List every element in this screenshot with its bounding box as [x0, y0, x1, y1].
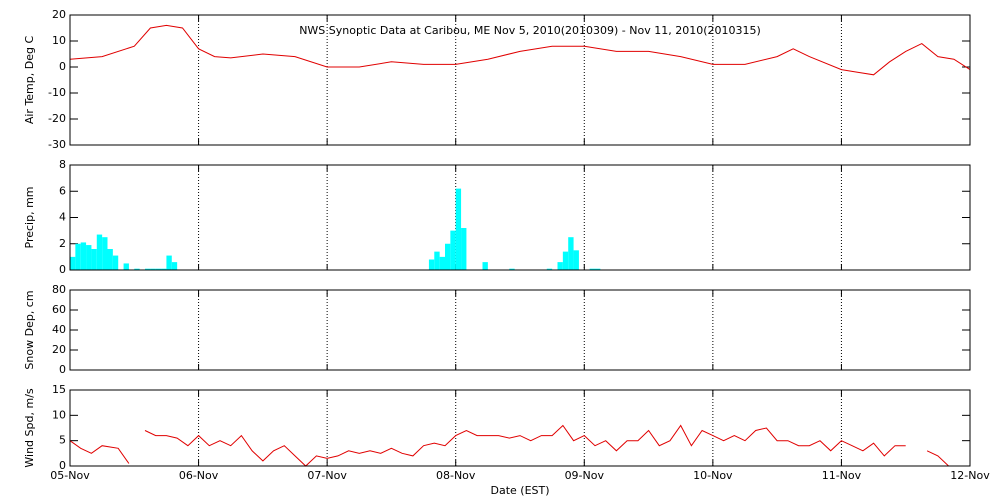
y-tick-label: -30: [48, 138, 66, 151]
bar: [161, 268, 167, 270]
bar: [461, 228, 467, 270]
y-tick-label: 60: [52, 303, 66, 316]
bar: [482, 262, 488, 270]
bar: [562, 251, 569, 270]
y-tick-label: 8: [59, 158, 66, 171]
y-axis-label: Snow Dep, cm: [23, 290, 36, 369]
x-tick-label: 06-Nov: [179, 469, 219, 482]
bar: [155, 268, 162, 270]
y-tick-label: 5: [59, 434, 66, 447]
chart-title: NWS Synoptic Data at Caribou, ME Nov 5, …: [299, 24, 761, 37]
bar: [80, 242, 87, 270]
bar: [112, 255, 119, 270]
bar: [150, 268, 156, 270]
bar: [439, 256, 445, 270]
bar: [102, 237, 108, 270]
y-tick-label: 15: [52, 383, 66, 396]
bar: [509, 268, 515, 270]
bar: [86, 245, 92, 270]
bar: [123, 263, 129, 270]
bar: [557, 262, 563, 270]
bar: [428, 259, 435, 270]
x-tick-label: 07-Nov: [307, 469, 347, 482]
plot-frame: [69, 289, 971, 371]
bar: [589, 268, 595, 270]
y-tick-label: 0: [59, 459, 66, 472]
y-tick-label: 0: [59, 363, 66, 376]
bar: [595, 268, 601, 270]
y-tick-label: -20: [48, 112, 66, 125]
bar: [434, 251, 440, 270]
bar: [75, 243, 81, 270]
bar: [450, 230, 456, 270]
y-tick-label: 2: [59, 237, 66, 250]
bar: [145, 268, 151, 270]
y-tick-label: 20: [52, 343, 66, 356]
y-axis-label: Wind Spd, m/s: [23, 388, 36, 468]
y-tick-label: -10: [48, 86, 66, 99]
y-tick-label: 6: [59, 184, 66, 197]
x-tick-label: 05-Nov: [50, 469, 90, 482]
y-axis-label: Air Temp, Deg C: [23, 36, 36, 125]
x-axis-label: Date (EST): [490, 484, 549, 497]
bar: [134, 268, 140, 270]
y-tick-label: 20: [52, 8, 66, 21]
y-axis-label: Precip, mm: [23, 187, 36, 249]
y-tick-label: 0: [59, 263, 66, 276]
y-tick-label: 4: [59, 211, 66, 224]
bar: [568, 237, 574, 270]
bar: [166, 255, 172, 270]
x-tick-label: 11-Nov: [822, 469, 862, 482]
bar: [573, 250, 579, 270]
bar: [96, 234, 103, 270]
bar: [107, 249, 113, 270]
x-tick-label: 08-Nov: [436, 469, 476, 482]
x-tick-label: 12-Nov: [950, 469, 990, 482]
data-line: [70, 426, 965, 467]
y-tick-label: 40: [52, 323, 66, 336]
bar: [171, 262, 178, 270]
bar: [455, 188, 462, 270]
y-tick-label: 80: [52, 283, 66, 296]
x-tick-label: 09-Nov: [565, 469, 605, 482]
y-tick-label: 0: [59, 60, 66, 73]
plot-frame: [69, 389, 971, 467]
y-tick-label: 10: [52, 408, 66, 421]
bar: [70, 256, 76, 270]
plot-frame: [69, 164, 971, 271]
bar: [445, 243, 451, 270]
plot-frame: [69, 14, 971, 146]
y-tick-label: 10: [52, 34, 66, 47]
bar: [91, 249, 97, 270]
data-line: [69, 24, 971, 76]
bar: [546, 268, 553, 270]
x-tick-label: 10-Nov: [693, 469, 733, 482]
